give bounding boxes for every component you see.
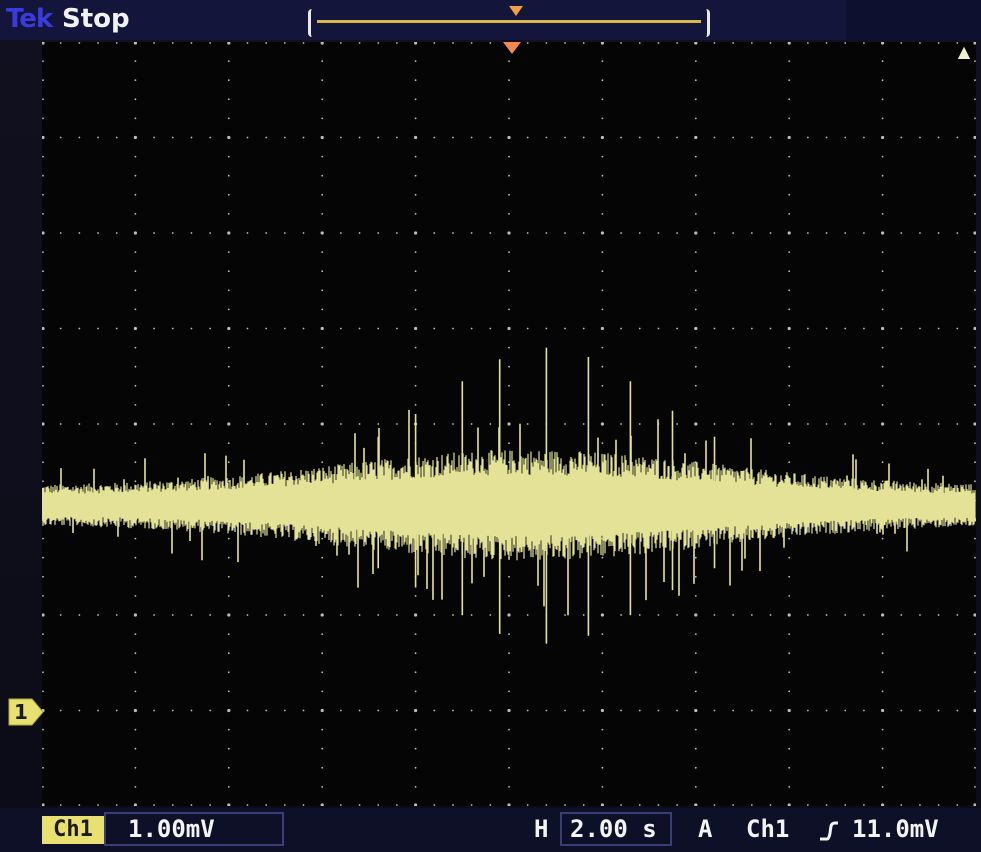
horizontal-label: H — [534, 815, 549, 843]
trigger-level-readout: 11.0mV — [852, 815, 939, 843]
ground-marker-icon — [8, 698, 44, 726]
record-view-bar — [308, 6, 710, 37]
channel-badge[interactable]: Ch1 — [42, 816, 104, 844]
graticule-grid — [42, 42, 976, 806]
vertical-scale-box — [104, 812, 284, 846]
horizontal-scale-readout: 2.00 s — [570, 815, 657, 843]
top-status-right — [846, 0, 981, 40]
vertical-scale-readout: 1.00mV — [128, 815, 215, 843]
record-position-marker — [509, 6, 523, 16]
acquisition-state: Stop — [62, 4, 130, 34]
waveform-spikes — [60, 347, 944, 644]
graticule-dots — [42, 42, 976, 806]
trigger-level-icon: ▲ — [957, 42, 971, 61]
ground-marker-label: 1 — [14, 700, 28, 724]
graticule-screen: ▲ — [42, 42, 976, 806]
trigger-position-icon — [503, 42, 521, 54]
horizontal-scale-box — [560, 812, 672, 846]
waveform-trace — [42, 450, 976, 561]
bottom-status-bar: Ch1 1.00mV H 2.00 s A Ch1 11.0mV — [0, 808, 981, 852]
trigger-source: Ch1 — [746, 815, 790, 843]
top-status-bar: Tek Stop — [0, 0, 981, 40]
rising-edge-icon — [820, 821, 838, 841]
channel-ground-marker[interactable]: 1 — [8, 698, 44, 726]
brand-logo: Tek — [6, 4, 53, 34]
record-line — [317, 20, 701, 23]
trigger-mode: A — [698, 815, 713, 843]
